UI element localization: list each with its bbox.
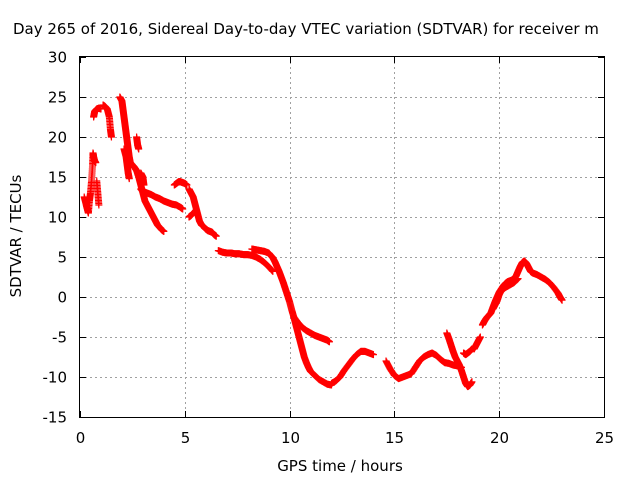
- y-tick-label: 25: [48, 89, 67, 107]
- y-tick-label: -10: [43, 369, 68, 387]
- y-tick-label: -5: [52, 329, 67, 347]
- data-point: [125, 175, 133, 183]
- x-tick-label: 0: [76, 429, 86, 447]
- data-point: [135, 145, 143, 153]
- y-tick-label: 0: [57, 289, 67, 307]
- y-tick-label: 15: [48, 169, 67, 187]
- data-point: [140, 181, 148, 189]
- data-point: [107, 133, 115, 141]
- data-point: [558, 296, 566, 304]
- plot-frame: [79, 56, 605, 418]
- data-point: [325, 338, 333, 346]
- data-point: [92, 159, 100, 167]
- data-point: [476, 333, 484, 341]
- chart-title: Day 265 of 2016, Sidereal Day-to-day VTE…: [13, 20, 599, 38]
- x-tick-label: 20: [490, 429, 509, 447]
- x-tick-label: 10: [281, 429, 300, 447]
- y-tick-label: 5: [57, 249, 67, 267]
- axis-ticks: 0 5 10 15 20 25 -15 -10 -5 0 5 10 15 20 25 30: [43, 49, 615, 448]
- data-points: [80, 93, 566, 391]
- y-tick-label: 10: [48, 209, 67, 227]
- y-tick-label: -15: [43, 409, 68, 427]
- data-point: [95, 201, 103, 209]
- x-tick-label: 15: [385, 429, 404, 447]
- data-point: [468, 378, 476, 386]
- data-point: [212, 232, 220, 240]
- y-tick-label: 30: [48, 49, 67, 67]
- data-point: [189, 209, 197, 217]
- data-point: [183, 181, 191, 189]
- x-axis-label: GPS time / hours: [277, 457, 403, 475]
- data-point: [269, 267, 277, 275]
- y-tick-label: 20: [48, 129, 67, 147]
- x-tick-label: 25: [595, 429, 614, 447]
- grid-lines: [80, 57, 604, 417]
- y-axis-label: SDTVAR / TECUs: [7, 174, 25, 297]
- data-point: [179, 205, 187, 213]
- data-point: [369, 351, 377, 359]
- x-tick-label: 5: [181, 429, 191, 447]
- data-point: [160, 227, 168, 235]
- data-point: [514, 275, 522, 283]
